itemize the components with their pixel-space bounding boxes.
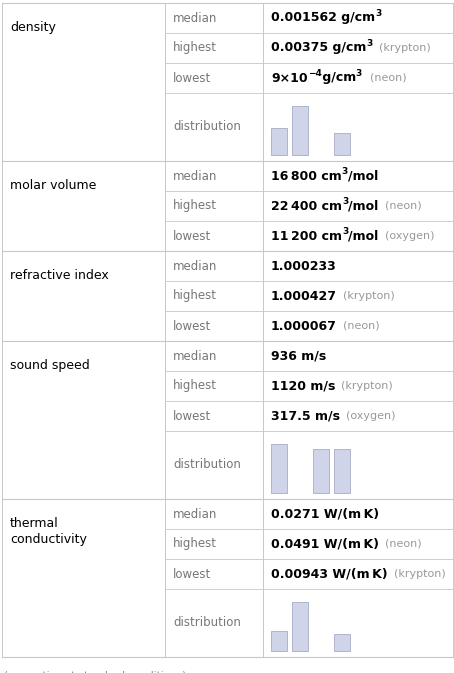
Text: (neon): (neon) xyxy=(385,201,421,211)
Text: (oxygen): (oxygen) xyxy=(385,231,434,241)
Text: (krypton): (krypton) xyxy=(343,291,395,301)
Text: lowest: lowest xyxy=(173,320,211,332)
Text: (krypton): (krypton) xyxy=(341,381,393,391)
Text: distribution: distribution xyxy=(173,616,241,629)
Text: g/cm: g/cm xyxy=(318,71,356,85)
Text: thermal
conductivity: thermal conductivity xyxy=(10,517,87,546)
Text: (neon): (neon) xyxy=(385,539,422,549)
Text: (krypton): (krypton) xyxy=(394,569,445,579)
Text: 3: 3 xyxy=(375,9,381,17)
Bar xyxy=(334,133,350,155)
Text: 11 200 cm: 11 200 cm xyxy=(271,229,342,242)
Text: distribution: distribution xyxy=(173,120,241,133)
Text: median: median xyxy=(173,349,217,363)
Text: /mol: /mol xyxy=(348,170,378,182)
Text: highest: highest xyxy=(173,42,217,55)
Text: /mol: /mol xyxy=(348,199,379,213)
Text: (neon): (neon) xyxy=(370,73,406,83)
Text: highest: highest xyxy=(173,380,217,392)
Text: highest: highest xyxy=(173,199,217,213)
Text: highest: highest xyxy=(173,289,217,302)
Text: 1.000067: 1.000067 xyxy=(271,320,337,332)
Text: highest: highest xyxy=(173,538,217,551)
Text: median: median xyxy=(173,170,217,182)
Text: 3: 3 xyxy=(356,69,362,77)
Text: lowest: lowest xyxy=(173,71,211,85)
Text: (oxygen): (oxygen) xyxy=(346,411,395,421)
Bar xyxy=(271,444,287,493)
Bar xyxy=(271,128,287,155)
Text: 0.0491 W/(m K): 0.0491 W/(m K) xyxy=(271,538,379,551)
Text: 3: 3 xyxy=(342,197,348,205)
Text: lowest: lowest xyxy=(173,567,211,581)
Text: lowest: lowest xyxy=(173,229,211,242)
Text: median: median xyxy=(173,260,217,273)
Text: 9×10: 9×10 xyxy=(271,71,308,85)
Text: 0.00375 g/cm: 0.00375 g/cm xyxy=(271,42,366,55)
Bar xyxy=(271,631,287,651)
Text: 1.000427: 1.000427 xyxy=(271,289,337,302)
Bar xyxy=(292,602,308,651)
Text: density: density xyxy=(10,21,56,34)
Text: refractive index: refractive index xyxy=(10,269,109,282)
Text: 3: 3 xyxy=(366,38,373,48)
Text: median: median xyxy=(173,11,217,24)
Text: sound speed: sound speed xyxy=(10,359,90,372)
Text: median: median xyxy=(173,507,217,520)
Text: 3: 3 xyxy=(342,227,348,236)
Text: 16 800 cm: 16 800 cm xyxy=(271,170,342,182)
Text: lowest: lowest xyxy=(173,409,211,423)
Text: (properties at standard conditions): (properties at standard conditions) xyxy=(4,671,186,673)
Text: 936 m/s: 936 m/s xyxy=(271,349,326,363)
Text: 317.5 m/s: 317.5 m/s xyxy=(271,409,340,423)
Text: distribution: distribution xyxy=(173,458,241,472)
Bar xyxy=(334,634,350,651)
Text: 0.0271 W/(m K): 0.0271 W/(m K) xyxy=(271,507,379,520)
Text: 0.00943 W/(m K): 0.00943 W/(m K) xyxy=(271,567,388,581)
Text: (neon): (neon) xyxy=(343,321,380,331)
Text: 22 400 cm: 22 400 cm xyxy=(271,199,342,213)
Bar xyxy=(313,449,329,493)
Text: 1.000233: 1.000233 xyxy=(271,260,337,273)
Bar xyxy=(334,449,350,493)
Text: 1120 m/s: 1120 m/s xyxy=(271,380,336,392)
Text: 3: 3 xyxy=(342,166,348,176)
Text: (krypton): (krypton) xyxy=(379,43,430,53)
Text: −4: −4 xyxy=(308,69,321,77)
Text: molar volume: molar volume xyxy=(10,179,96,192)
Text: 0.001562 g/cm: 0.001562 g/cm xyxy=(271,11,375,24)
Bar xyxy=(292,106,308,155)
Text: /mol: /mol xyxy=(348,229,379,242)
